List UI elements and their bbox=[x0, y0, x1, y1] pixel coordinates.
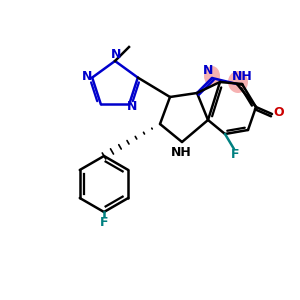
Text: F: F bbox=[231, 148, 239, 161]
Ellipse shape bbox=[228, 71, 248, 93]
Text: NH: NH bbox=[171, 146, 191, 158]
Text: N: N bbox=[127, 100, 137, 113]
Ellipse shape bbox=[204, 66, 220, 86]
Text: O: O bbox=[274, 106, 284, 119]
Text: N: N bbox=[82, 70, 92, 83]
Text: NH: NH bbox=[232, 70, 252, 83]
Text: N: N bbox=[111, 49, 121, 62]
Text: F: F bbox=[100, 217, 108, 230]
Text: N: N bbox=[203, 64, 213, 77]
